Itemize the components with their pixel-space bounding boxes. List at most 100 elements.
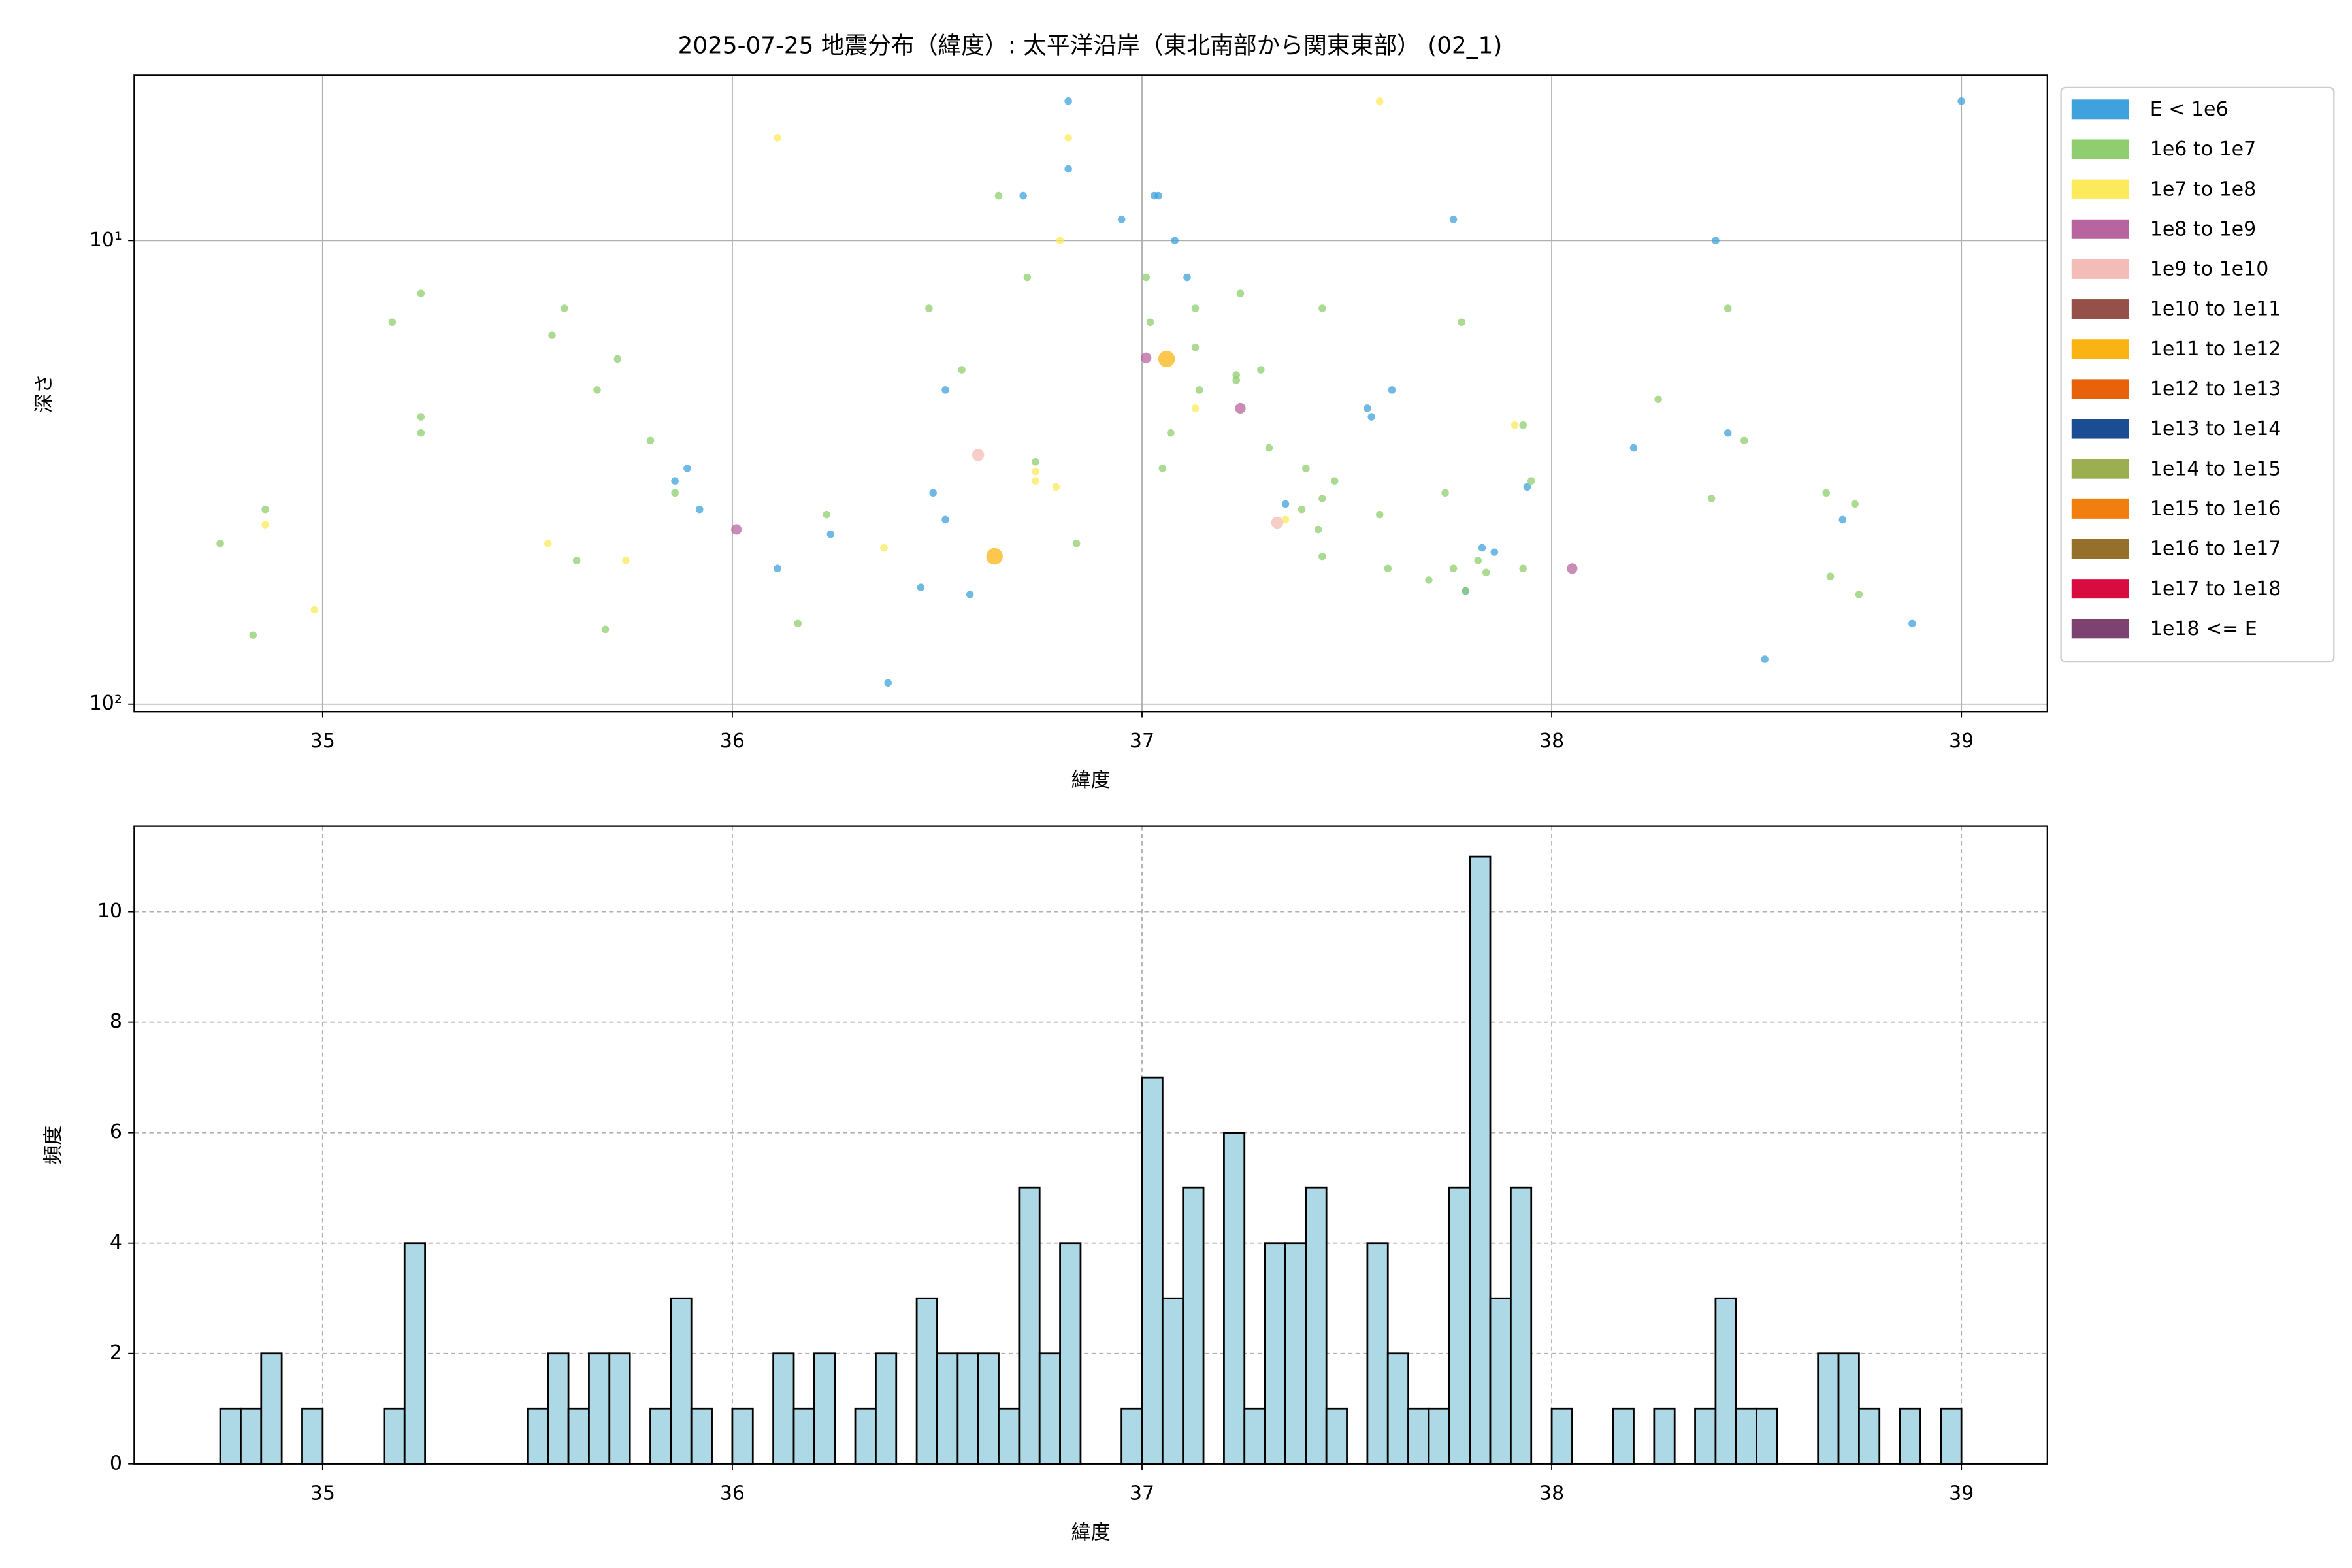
legend-label: 1e10 to 1e11 — [2150, 298, 2281, 321]
histogram-bar — [1469, 855, 1492, 1465]
scatter-point — [1511, 421, 1519, 429]
scatter-point — [1257, 366, 1265, 374]
scatter-point — [1330, 477, 1339, 485]
scatter-point — [794, 619, 802, 628]
scatter-point — [1478, 544, 1486, 552]
legend-label: 1e9 to 1e10 — [2150, 258, 2269, 281]
legend-label: 1e6 to 1e7 — [2150, 138, 2256, 161]
histogram-bar — [1325, 1407, 1348, 1465]
scatter-point — [966, 591, 974, 598]
scatter-point — [1117, 216, 1126, 223]
legend-swatch — [2071, 579, 2129, 599]
legend-label: 1e15 to 1e16 — [2150, 498, 2281, 521]
legend-swatch — [2071, 259, 2129, 279]
x-tick-label: 38 — [1539, 730, 1564, 753]
scatter-point — [1375, 510, 1384, 519]
histogram-bar — [649, 1407, 672, 1465]
scatter-point — [1654, 395, 1662, 404]
legend-swatch — [2071, 419, 2129, 439]
histogram-bar — [608, 1352, 631, 1465]
scatter-point — [1851, 500, 1859, 508]
scatter-point — [1236, 289, 1245, 297]
scatter-point — [572, 557, 581, 564]
scatter-point — [417, 289, 425, 297]
scatter-point — [261, 521, 269, 529]
histogram-bar — [1161, 1297, 1184, 1465]
legend-swatch — [2071, 379, 2129, 399]
scatter-point — [1314, 525, 1322, 534]
scatter-point — [1032, 468, 1039, 476]
scatter-point — [1032, 477, 1039, 485]
scatter-point — [1425, 576, 1433, 584]
scatter-point — [1064, 165, 1072, 173]
legend-box — [2060, 86, 2335, 663]
histogram-bar — [1428, 1407, 1450, 1465]
histogram-bar — [1141, 1076, 1164, 1465]
histogram-bar — [1899, 1407, 1921, 1465]
legend-swatch — [2071, 139, 2129, 159]
histogram-bar — [1509, 1186, 1533, 1465]
histogram-bar — [772, 1352, 795, 1465]
histogram-bar — [977, 1352, 1000, 1465]
histogram-bar — [792, 1407, 815, 1465]
x-axis-label: 緯度 — [1071, 769, 1111, 792]
histogram-bar — [1018, 1186, 1041, 1465]
scatter-point — [1302, 465, 1310, 472]
histogram-bar — [1612, 1407, 1635, 1465]
histogram-bar — [526, 1407, 549, 1465]
x-tick-label: 39 — [1949, 730, 1974, 753]
histogram-bar — [1653, 1407, 1676, 1465]
scatter-point — [1171, 237, 1179, 245]
scatter-point — [774, 564, 781, 573]
histogram-bar — [1756, 1407, 1778, 1465]
scatter-point — [1318, 552, 1326, 561]
x-tick-label: 38 — [1539, 1482, 1564, 1505]
histogram-bar — [1858, 1407, 1881, 1465]
scatter-point — [1723, 304, 1732, 312]
legend-swatch — [2071, 299, 2129, 319]
scatter-point — [929, 489, 937, 497]
scatter-point — [1441, 489, 1449, 497]
histogram-bar — [998, 1407, 1021, 1465]
chart-title: 2025-07-25 地震分布（緯度）: 太平洋沿岸（東北南部から関東東部） (… — [678, 33, 1503, 59]
legend-swatch — [2071, 619, 2129, 639]
histogram-bar — [260, 1352, 283, 1465]
histogram-bar — [1059, 1242, 1082, 1465]
histogram-bar — [956, 1352, 979, 1465]
scatter-point — [1191, 344, 1200, 351]
scatter-point — [1482, 568, 1490, 577]
scatter-point — [613, 355, 622, 363]
scatter-point — [695, 505, 704, 514]
scatter-point — [731, 524, 742, 535]
histogram-bar — [1448, 1186, 1471, 1465]
scatter-point — [1519, 421, 1527, 429]
legend-swatch — [2071, 498, 2129, 519]
scatter-point — [823, 510, 830, 519]
histogram-bar — [670, 1297, 693, 1465]
histogram-bar — [1305, 1186, 1328, 1465]
y-tick-label: 10 — [97, 900, 122, 923]
histogram-bar — [1223, 1132, 1246, 1465]
scatter-point — [1183, 273, 1191, 282]
scatter-point — [1032, 458, 1039, 466]
histogram-bar — [1366, 1242, 1389, 1465]
y-tick-label: 8 — [110, 1010, 122, 1033]
histogram-bar — [1264, 1242, 1286, 1465]
histogram-bar — [1550, 1407, 1573, 1465]
scatter-point — [1523, 483, 1531, 491]
scatter-point — [1019, 191, 1027, 200]
scatter-point — [958, 366, 966, 374]
scatter-point — [1364, 404, 1371, 412]
histogram-bar — [1489, 1297, 1512, 1465]
legend-swatch — [2071, 459, 2129, 479]
scatter-point — [261, 505, 269, 514]
scatter-point — [216, 539, 224, 547]
scatter-point — [880, 544, 888, 552]
histogram-bar — [1817, 1352, 1840, 1465]
histogram-bar — [240, 1407, 263, 1465]
scatter-point — [1191, 304, 1200, 312]
scatter-point — [646, 436, 655, 445]
scatter-point — [1196, 386, 1203, 394]
scatter-point — [941, 515, 949, 524]
scatter-point — [1056, 237, 1064, 245]
